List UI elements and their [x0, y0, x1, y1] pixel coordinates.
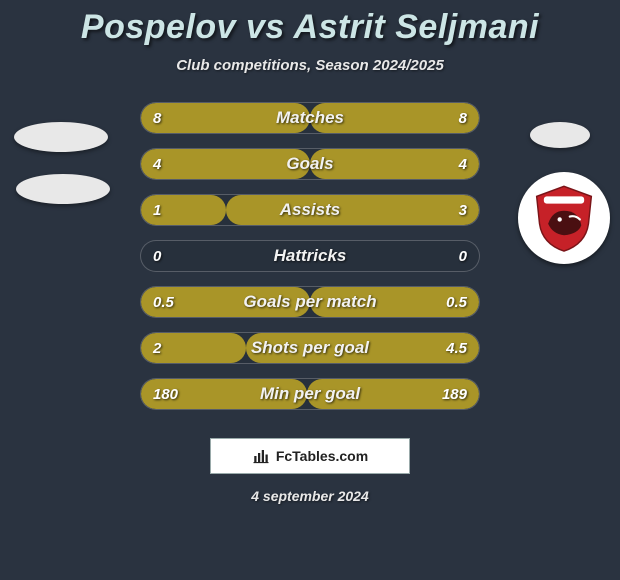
stat-row: 0.50.5Goals per match [140, 286, 480, 318]
stat-bar-right [310, 287, 479, 317]
stat-bar-right [310, 149, 479, 179]
stat-bar-right [226, 195, 480, 225]
stat-bar-right [246, 333, 479, 363]
stat-row: 13Assists [140, 194, 480, 226]
stat-bar-left [141, 149, 310, 179]
subtitle: Club competitions, Season 2024/2025 [0, 57, 620, 74]
date-label: 4 september 2024 [0, 488, 620, 504]
stat-label: Hattricks [141, 241, 479, 271]
stat-bar-left [141, 287, 310, 317]
stat-row: 88Matches [140, 102, 480, 134]
stat-bar-left [141, 103, 310, 133]
bar-chart-icon [252, 447, 270, 465]
page-title: Pospelov vs Astrit Seljmani [0, 0, 620, 47]
stat-row: 180189Min per goal [140, 378, 480, 410]
stat-row: 44Goals [140, 148, 480, 180]
stat-bar-right [307, 379, 479, 409]
stat-row: 0 0Hattricks [140, 240, 480, 272]
footer-site-label: FcTables.com [276, 448, 368, 464]
stat-row: 24.5Shots per goal [140, 332, 480, 364]
footer-attribution[interactable]: FcTables.com [210, 438, 410, 474]
stat-value-right: 0 [459, 241, 467, 271]
stats-area: 88Matches 44Goals 13Assists 0 0Hattricks 0.50… [0, 102, 620, 410]
stat-bar-left [141, 333, 246, 363]
stat-bar-left [141, 379, 307, 409]
stat-bar-right [310, 103, 479, 133]
stat-value-left: 0 [153, 241, 161, 271]
stat-bar-left [141, 195, 226, 225]
